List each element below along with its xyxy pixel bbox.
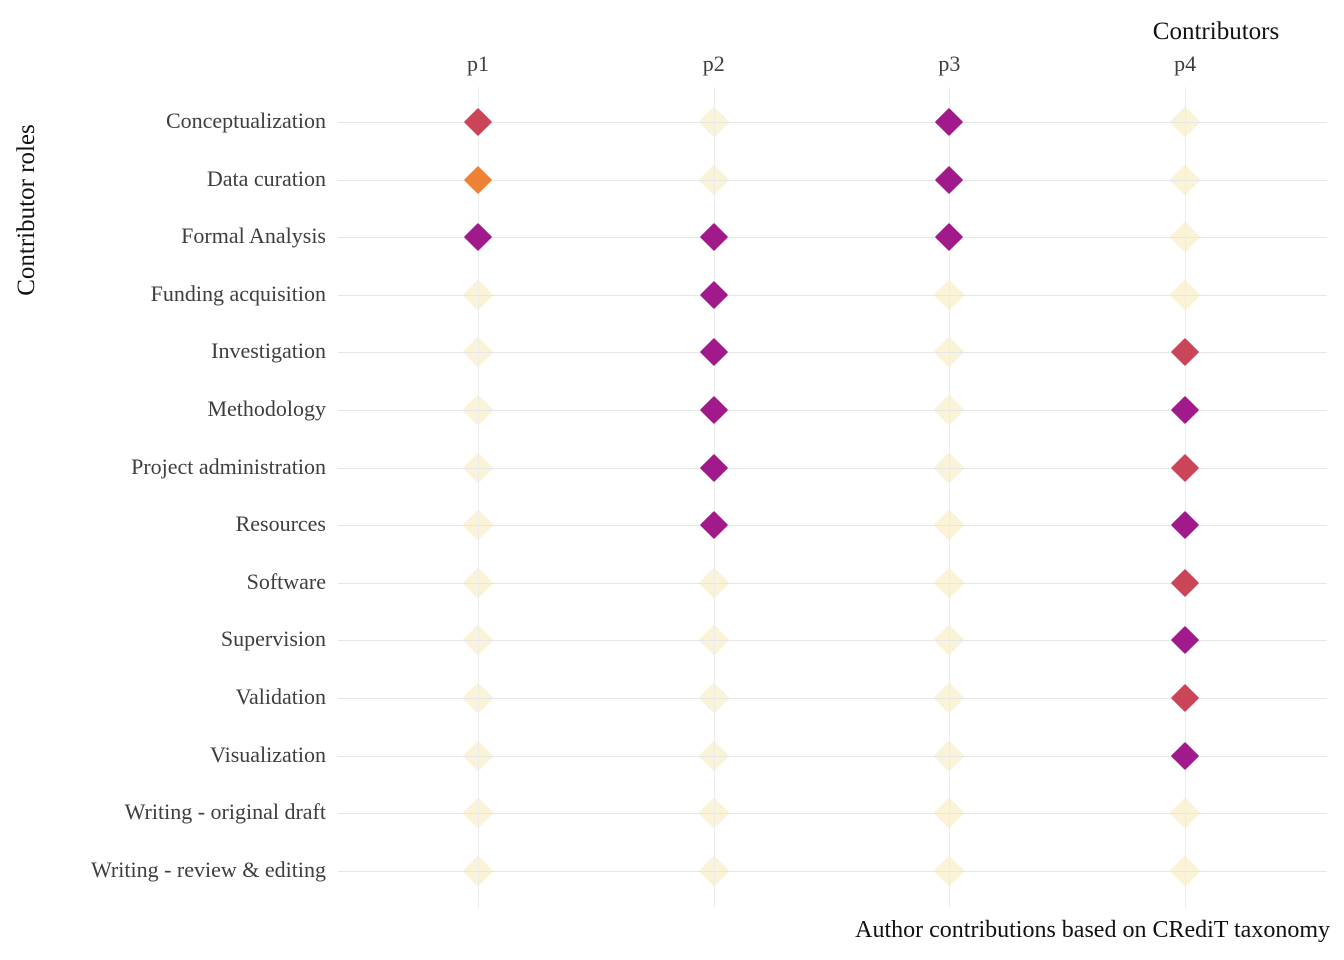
chart-caption: Author contributions based on CRediT tax…	[855, 917, 1330, 943]
gridline-vertical	[949, 87, 951, 908]
row-label-investigation: Investigation	[211, 338, 326, 364]
gridline-horizontal	[338, 237, 1327, 239]
col-header-p4: p4	[1174, 51, 1197, 76]
row-label-project-administration: Project administration	[131, 453, 326, 479]
gridline-horizontal	[338, 582, 1327, 584]
gridline-vertical	[1185, 87, 1187, 908]
row-label-supervision: Supervision	[220, 626, 326, 652]
gridline-horizontal	[338, 813, 1327, 815]
gridline-horizontal	[338, 640, 1327, 642]
gridline-horizontal	[338, 294, 1327, 296]
gridline-horizontal	[338, 122, 1327, 123]
plot-panel	[338, 87, 1327, 908]
row-label-writing-review-editing: Writing - review & editing	[91, 856, 326, 882]
gridline-horizontal	[338, 467, 1327, 469]
row-label-funding-acquisition: Funding acquisition	[150, 280, 326, 306]
gridline-horizontal	[338, 525, 1327, 527]
col-header-p3: p3	[938, 51, 961, 76]
gridline-vertical	[713, 87, 715, 908]
row-label-resources: Resources	[235, 511, 326, 537]
row-label-software: Software	[246, 568, 326, 594]
gridline-horizontal	[338, 870, 1327, 872]
gridline-horizontal	[338, 698, 1327, 699]
gridline-vertical	[478, 87, 479, 908]
gridline-horizontal	[338, 179, 1327, 181]
gridline-horizontal	[338, 755, 1327, 757]
row-label-data-curation: Data curation	[206, 165, 326, 191]
row-label-writing-original-draft: Writing - original draft	[124, 799, 326, 825]
col-header-p2: p2	[702, 51, 725, 76]
x-axis-title: Contributors	[1152, 18, 1280, 45]
row-label-conceptualization: Conceptualization	[165, 108, 326, 133]
gridline-horizontal	[338, 352, 1327, 354]
gridline-horizontal	[338, 410, 1327, 411]
col-header-p1: p1	[467, 51, 489, 76]
row-label-validation: Validation	[235, 684, 326, 709]
row-label-formal-analysis: Formal Analysis	[181, 223, 326, 249]
row-label-visualization: Visualization	[210, 741, 326, 767]
row-label-methodology: Methodology	[207, 396, 326, 421]
